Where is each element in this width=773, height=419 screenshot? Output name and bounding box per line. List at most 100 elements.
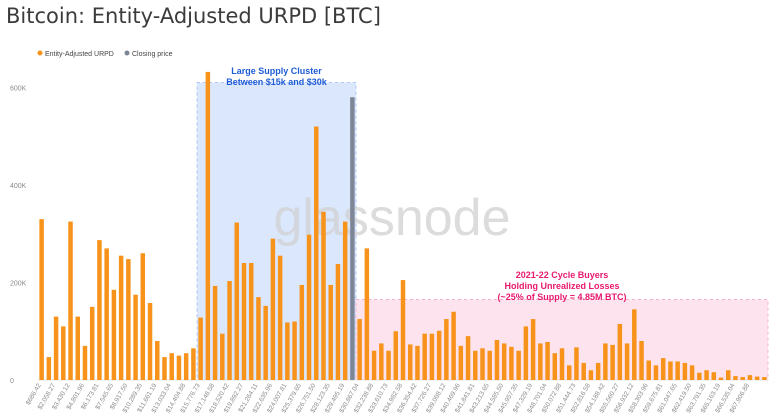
urpd-bar	[415, 345, 420, 380]
urpd-bar	[328, 284, 333, 380]
urpd-bar	[256, 297, 261, 380]
urpd-bar	[299, 284, 305, 380]
urpd-bar	[292, 321, 297, 380]
urpd-bar	[675, 361, 680, 380]
urpd-bar	[754, 376, 760, 380]
urpd-bar	[386, 350, 391, 380]
urpd-bar	[241, 263, 247, 380]
urpd-bar	[306, 234, 312, 380]
urpd-bar	[668, 361, 673, 380]
urpd-bar	[603, 343, 608, 380]
annotation-supply-cluster: Large Supply Cluster	[231, 66, 322, 76]
urpd-bar	[277, 255, 283, 380]
urpd-bar	[624, 343, 630, 380]
urpd-bar	[227, 281, 232, 380]
urpd-bar	[617, 323, 623, 380]
urpd-bar	[220, 333, 225, 380]
urpd-bar	[574, 347, 579, 380]
page-title: Bitcoin: Entity-Adjusted URPD [BTC]	[6, 4, 381, 28]
urpd-bar	[588, 370, 594, 380]
urpd-bar	[458, 345, 464, 380]
urpd-bar	[632, 309, 637, 380]
urpd-bar	[473, 350, 478, 380]
urpd-bar	[191, 348, 196, 380]
urpd-bar	[704, 370, 709, 380]
legend-label: Entity-Adjusted URPD	[45, 51, 114, 58]
urpd-bar	[126, 259, 131, 380]
urpd-bar	[407, 344, 413, 380]
urpd-bar	[198, 317, 203, 380]
urpd-bar	[342, 221, 348, 380]
urpd-bar	[682, 362, 688, 380]
chart-panel: 0 200K 400K 600K glassnode $686.42 $2,058.27 $3…	[0, 40, 773, 414]
urpd-bar	[140, 253, 146, 380]
urpd-bar	[422, 333, 427, 380]
urpd-bar	[530, 319, 536, 380]
urpd-bar	[639, 341, 644, 380]
urpd-bar	[516, 350, 521, 380]
urpd-bar	[75, 316, 80, 380]
urpd-bar	[451, 311, 456, 380]
urpd-bar	[429, 333, 435, 380]
annotation-supply-cluster: Between $15k and $30k	[226, 77, 328, 87]
urpd-bar	[68, 221, 73, 380]
urpd-bar	[559, 348, 565, 380]
closing-price-bar	[350, 97, 355, 380]
urpd-bar	[321, 211, 326, 380]
urpd-bar	[205, 71, 211, 381]
urpd-bar	[646, 360, 651, 380]
urpd-bar	[104, 248, 109, 380]
y-tick-label: 600K	[10, 86, 27, 93]
urpd-bar	[501, 343, 507, 380]
urpd-bar	[248, 263, 254, 380]
legend-marker	[124, 50, 130, 56]
watermark-text: glassnode	[273, 189, 510, 247]
urpd-bar	[487, 350, 492, 380]
urpd-bar	[545, 341, 550, 380]
y-tick-label: 0	[10, 378, 14, 385]
urpd-bar	[111, 289, 117, 380]
urpd-bar	[169, 353, 174, 380]
legend-marker	[37, 50, 43, 56]
annotation-cycle-buyers: 2021-22 Cycle Buyers	[516, 270, 609, 280]
urpd-bar	[371, 350, 377, 380]
urpd-bar	[509, 346, 514, 380]
urpd-bar	[183, 353, 189, 380]
urpd-bar	[689, 365, 695, 380]
urpd-bar	[61, 326, 66, 380]
legend-label: Closing price	[132, 51, 173, 58]
urpd-bar	[718, 377, 724, 380]
urpd-bar	[379, 343, 384, 380]
urpd-bar	[660, 358, 666, 380]
urpd-bar	[176, 355, 182, 380]
urpd-bar	[400, 280, 406, 380]
annotation-cycle-buyers: (~25% of Supply = 4.85M BTC)	[497, 292, 626, 302]
urpd-bar	[46, 357, 52, 380]
urpd-bar	[147, 302, 153, 380]
urpd-bar	[610, 344, 615, 380]
urpd-bar	[697, 372, 702, 380]
urpd-bar	[740, 377, 745, 380]
urpd-bar	[581, 362, 586, 380]
urpd-bar	[480, 348, 485, 380]
urpd-bar	[97, 240, 102, 380]
urpd-bar	[234, 222, 240, 380]
urpd-bar	[82, 345, 88, 380]
urpd-bar	[552, 353, 558, 380]
urpd-bar	[364, 248, 370, 380]
urpd-bar	[335, 263, 341, 380]
urpd-bar	[118, 255, 124, 380]
urpd-chart: 0200K400K600Kglassnode$686.42$2,058.27$3…	[10, 50, 769, 414]
urpd-bar	[133, 294, 138, 380]
urpd-bar	[747, 375, 753, 380]
urpd-bar	[393, 331, 399, 380]
urpd-bar	[494, 340, 500, 380]
urpd-bar	[653, 365, 659, 380]
urpd-bar	[444, 319, 449, 380]
urpd-bar	[155, 341, 160, 380]
urpd-bar	[89, 306, 95, 380]
urpd-bar	[595, 362, 601, 380]
y-tick-label: 400K	[10, 183, 27, 190]
urpd-bar	[270, 238, 276, 380]
urpd-bar	[212, 285, 218, 380]
